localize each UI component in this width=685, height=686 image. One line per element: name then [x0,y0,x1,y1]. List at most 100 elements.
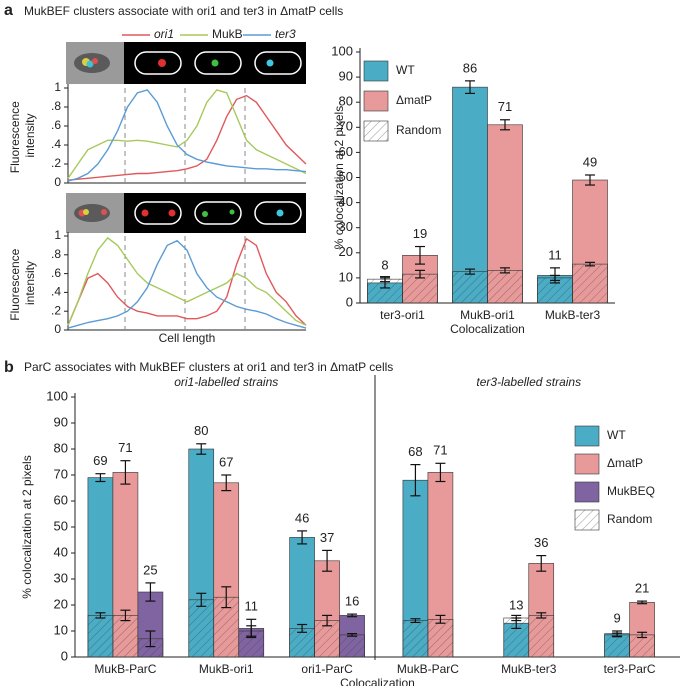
error-bar [322,614,333,627]
legend-label: ΔmatP [396,93,432,107]
y-tick-label: 40 [339,194,353,209]
y-tick-label: 20 [54,596,68,611]
value-label: 46 [295,510,309,525]
micrograph-bottom [66,193,306,233]
value-label: 8 [381,257,388,272]
y-tick-label: 0 [61,648,68,663]
y-axis-label: % colocalization at 2 pixels [20,455,34,598]
error-bar [322,549,333,572]
value-label: 67 [219,454,233,469]
x-tick-label: MukB-ter3 [545,308,601,322]
error-bar [120,460,131,485]
error-bar [637,631,648,639]
value-label: 16 [345,594,359,609]
y-axis-label: % colocalization at 2 pixels [332,106,346,249]
y-tick-label: .6 [51,266,61,280]
y-tick-label: 30 [339,219,353,234]
error-bar [95,612,106,619]
error-bar [536,554,547,572]
error-bar [297,530,308,545]
error-bar [347,613,358,618]
error-bar [500,119,510,131]
line [67,89,307,179]
y-tick-label: 100 [331,43,353,58]
error-bar [415,269,425,279]
x-axis-label: Colocalization [450,322,525,336]
value-label: 86 [463,60,477,75]
error-bar [550,267,560,284]
error-bar [465,80,475,95]
legend-label: Random [607,512,652,526]
random-bar [629,634,655,658]
y-tick-label: 60 [54,492,68,507]
value-label: 11 [245,599,259,614]
micrograph-top [66,42,306,84]
error-bar [637,600,648,605]
legend-swatch [363,60,389,82]
y-tick-label: 0 [54,322,61,336]
error-bar [120,609,131,622]
random-bar [604,634,630,658]
error-bar [297,623,308,633]
value-label: 71 [433,443,447,458]
line [67,239,307,329]
value-label: 36 [534,535,548,550]
error-bar [347,632,358,637]
x-tick-label: MukB-ParC [397,662,459,676]
panel-label: b [4,359,14,376]
error-bar [196,443,207,455]
error-bar [410,464,421,497]
x-tick-label: MukB-ori1 [199,662,254,676]
y-tick-label: .8 [51,247,61,261]
y-axis-label: Fluorescence intensity [8,245,37,320]
x-tick-label: MukB-ParC [94,662,156,676]
value-label: 13 [509,597,523,612]
line [67,89,307,182]
y-tick-label: 30 [54,570,68,585]
x-tick-label: ter3-ParC [604,662,656,676]
y-tick-label: 70 [339,119,353,134]
y-tick-label: .4 [51,285,61,299]
value-label: 68 [408,444,422,459]
random-bar [188,599,215,658]
line [67,236,307,326]
y-tick-label: .8 [51,99,61,113]
error-bar [415,245,425,265]
panel-title: MukBEF clusters associate with ori1 and … [24,4,343,18]
y-tick-label: 90 [339,69,353,84]
y-tick-label: 40 [54,544,68,559]
random-bar [402,620,429,658]
y-tick-label: .2 [51,303,61,317]
x-tick-label: ori1-ParC [301,662,353,676]
value-label: 9 [613,610,620,625]
y-axis-label: Fluorescence intensity [8,98,37,173]
error-bar [585,261,595,267]
y-tick-label: 70 [54,466,68,481]
y-tick-label: 10 [339,269,353,284]
value-label: 11 [548,247,562,262]
random-bar [402,273,438,304]
y-tick-label: 0 [54,175,61,189]
random-bar [528,615,555,658]
y-tick-label: 10 [54,622,68,637]
error-bar [221,586,232,609]
legend-swatch [363,120,389,142]
value-label: 19 [413,226,427,241]
value-label: 71 [118,440,132,455]
random-bar [87,615,114,658]
error-bar [612,630,623,637]
error-bar [511,617,522,630]
legend-label: WT [607,428,626,442]
random-bar [427,618,454,658]
y-tick-label: 80 [339,94,353,109]
error-bar [95,473,106,483]
error-bar [435,462,446,483]
value-label: 21 [635,581,649,596]
y-tick-label: 1 [54,228,61,242]
value-label: 71 [498,99,512,114]
y-tick-label: 50 [339,169,353,184]
legend-label: ori1 [154,27,174,41]
line [67,237,307,326]
y-tick-label: 0 [346,294,353,309]
